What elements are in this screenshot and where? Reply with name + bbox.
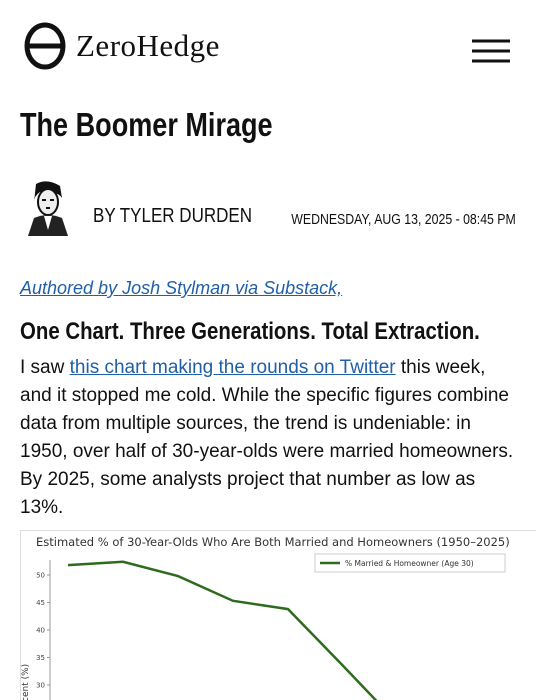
legend-label: % Married & Homeowner (Age 30)	[345, 559, 474, 568]
author-avatar[interactable]	[22, 180, 72, 236]
y-tick-label: 30	[36, 682, 45, 690]
legend-box	[314, 553, 506, 573]
author-name[interactable]: BY TYLER DURDEN	[93, 205, 253, 227]
chart-image: Estimated % of 30-Year-Olds Who Are Both…	[20, 530, 536, 700]
y-tick-label: 40	[36, 627, 45, 635]
logo[interactable]: ZeroHedge	[76, 28, 220, 63]
logo-icon[interactable]	[22, 22, 68, 70]
paragraph: I saw this chart making the rounds on Tw…	[20, 354, 520, 522]
article-title: The Boomer Mirage	[20, 106, 273, 143]
paragraph-text: I saw	[20, 357, 65, 378]
attribution-link[interactable]: Authored by Josh Stylman via Substack,	[20, 278, 343, 298]
menu-button[interactable]	[470, 38, 512, 64]
y-tick-label: 35	[36, 654, 45, 662]
subheading: One Chart. Three Generations. Total Extr…	[20, 318, 480, 345]
y-tick-label: 50	[36, 572, 45, 580]
chart-title: Estimated % of 30-Year-Olds Who Are Both…	[36, 535, 510, 549]
paragraph-text: this week, and it stopped me cold. While…	[20, 357, 514, 518]
data-line	[67, 560, 378, 700]
publish-date: WEDNESDAY, AUG 13, 2025 - 08:45 PM	[291, 211, 516, 228]
y-tick-label: 45	[36, 599, 45, 607]
y-axis-label: Percent (%)	[21, 664, 31, 700]
twitter-link[interactable]: this chart making the rounds on Twitter	[69, 357, 396, 378]
